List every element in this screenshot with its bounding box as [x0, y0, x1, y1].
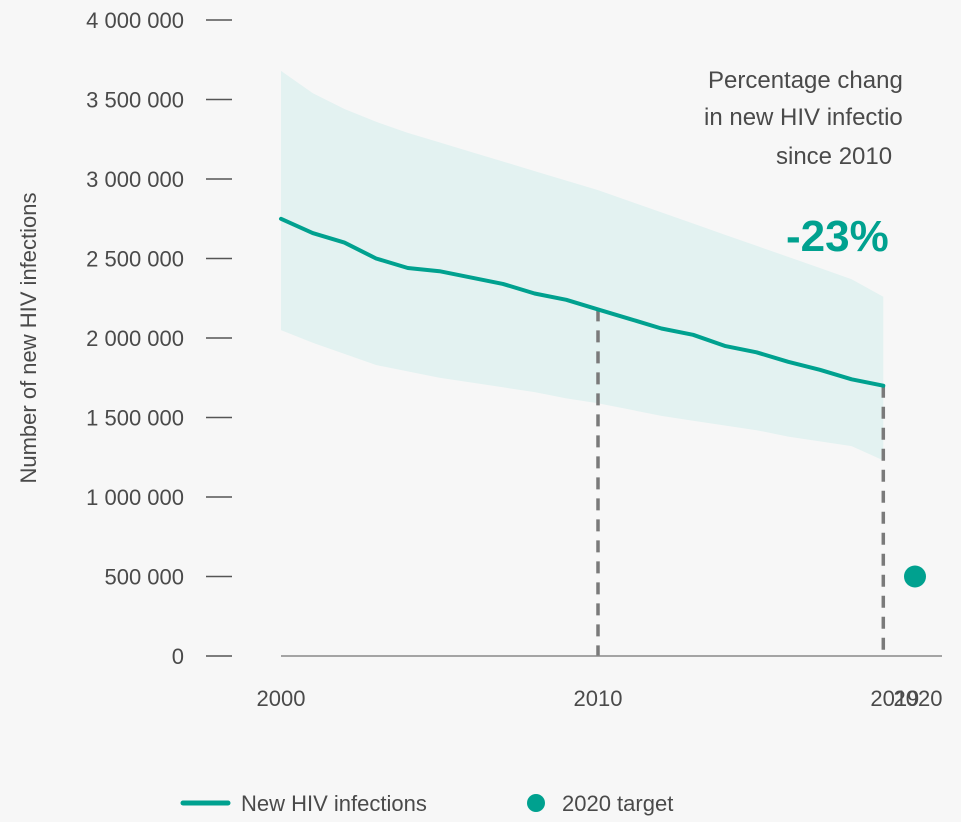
y-tick-label: 2 000 000 — [86, 326, 184, 351]
x-tick-label: 2019 — [870, 686, 919, 711]
y-tick-label: 0 — [172, 644, 184, 669]
y-tick-label: 500 000 — [104, 565, 184, 590]
y-tick-label: 3 500 000 — [86, 88, 184, 113]
y-tick-label: 4 000 000 — [86, 8, 184, 33]
annotation-line-1: Percentage chang — [708, 67, 903, 94]
y-tick-label: 3 000 000 — [86, 167, 184, 192]
legend-label-new-hiv-infections: New HIV infections — [241, 791, 427, 816]
annotation-line-3: since 2010 — [776, 143, 892, 170]
uncertainty-band — [281, 70, 884, 461]
y-axis-title: Number of new HIV infections — [16, 192, 41, 483]
x-tick-label: 2000 — [257, 686, 306, 711]
target-point-2020 — [904, 565, 926, 588]
y-tick-label: 1 000 000 — [86, 485, 184, 510]
legend-dot-swatch — [527, 794, 545, 812]
x-tick-label: 2010 — [574, 686, 623, 711]
series-line-new-hiv-infections — [279, 216, 886, 388]
annotation-line-2: in new HIV infectio — [704, 104, 903, 131]
y-tick-label: 1 500 000 — [86, 406, 184, 431]
x-tick-label: 2020 — [894, 686, 943, 711]
legend-label-2020-target: 2020 target — [562, 791, 673, 816]
annotation-percentage-value: -23% — [786, 212, 889, 261]
y-tick-label: 2 500 000 — [86, 247, 184, 272]
